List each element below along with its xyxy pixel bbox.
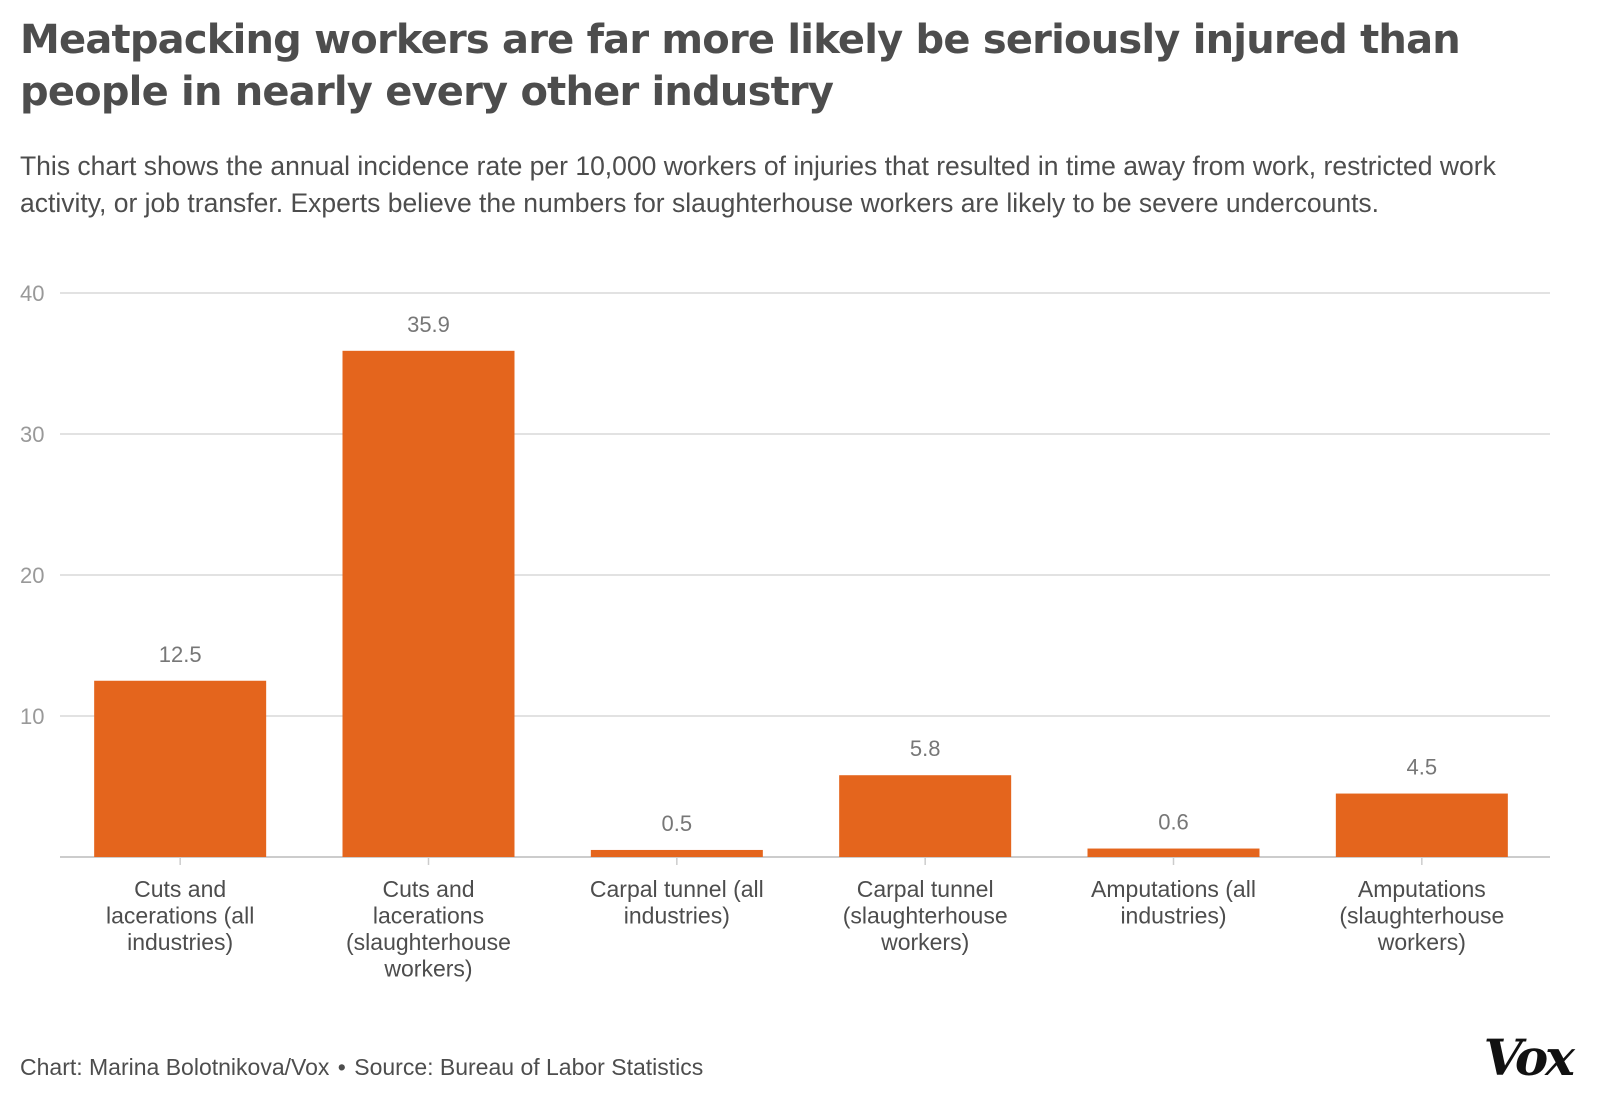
y-tick-label: 30 <box>20 422 44 447</box>
x-tick-label: Carpal tunnel (all industries) <box>590 876 764 929</box>
x-tick-label: Cuts and lacerations (all industries) <box>106 876 254 955</box>
chart-footer: Chart: Marina Bolotnikova/Vox • Source: … <box>20 1054 703 1081</box>
x-tick-label: Carpal tunnel (slaughterhouse workers) <box>843 876 1008 955</box>
data-label: 0.6 <box>1158 810 1189 835</box>
data-label: 35.9 <box>407 312 450 337</box>
bar <box>839 775 1012 857</box>
bar <box>1335 793 1508 857</box>
bar <box>94 680 267 857</box>
chart-credit: Chart: Marina Bolotnikova/Vox <box>20 1054 330 1080</box>
data-label: 0.5 <box>662 811 693 836</box>
vox-logo: Vox <box>1483 1028 1575 1087</box>
y-tick-label: 20 <box>20 563 44 588</box>
bar <box>342 350 515 857</box>
bar-chart: 10 20 30 40 12.5 Cuts and lacerations (all indu… <box>20 281 1550 982</box>
data-label: 12.5 <box>159 642 202 667</box>
data-label: 5.8 <box>910 736 941 761</box>
chart-title: Meatpacking workers are far more likely … <box>20 17 1461 115</box>
footer-separator: • <box>337 1054 346 1080</box>
x-tick-label: Cuts and lacerations (slaughterhouse worker… <box>346 876 511 982</box>
bar <box>1087 848 1260 857</box>
bar <box>590 849 763 857</box>
chart-subtitle: This chart shows the annual incidence ra… <box>20 151 1496 218</box>
data-label: 4.5 <box>1407 755 1438 780</box>
x-tick-label: Amputations (slaughterhouse workers) <box>1339 876 1504 955</box>
y-tick-label: 40 <box>20 281 44 306</box>
y-tick-label: 10 <box>20 704 44 729</box>
x-tick-label: Amputations (all industries) <box>1091 876 1256 929</box>
chart-source: Source: Bureau of Labor Statistics <box>354 1054 704 1080</box>
